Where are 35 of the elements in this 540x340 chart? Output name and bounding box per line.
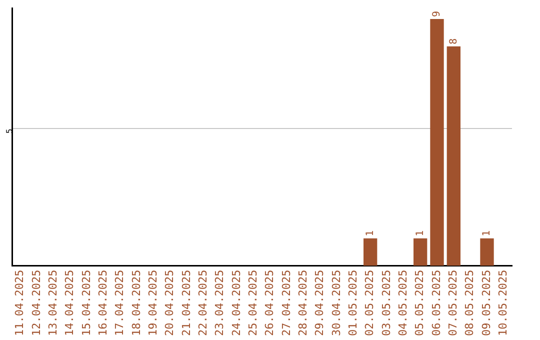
x-tick-label: 09.05.2025 (480, 270, 493, 336)
data-label: 1 (482, 230, 493, 236)
x-tick-label: 04.05.2025 (396, 270, 410, 336)
x-tick-label: 10.05.2025 (496, 270, 510, 336)
data-label: 9 (432, 10, 443, 17)
x-tick-label: 18.04.2025 (130, 270, 143, 336)
x-tick-label: 12.04.2025 (30, 270, 43, 336)
x-tick-label: 16.04.2025 (96, 270, 110, 336)
x-tick-label: 11.04.2025 (13, 270, 26, 336)
x-tick-label: 15.04.2025 (80, 270, 93, 336)
x-tick-label: 17.04.2025 (113, 270, 126, 336)
x-tick-label: 23.04.2025 (213, 270, 226, 336)
x-tick-label: 21.04.2025 (180, 270, 193, 336)
x-tick-label: 06.05.2025 (430, 270, 443, 336)
x-tick-label: 08.05.2025 (463, 270, 476, 336)
x-tick-label: 05.05.2025 (413, 270, 426, 336)
x-tick-label: 01.05.2025 (346, 270, 360, 336)
data-label: 1 (414, 230, 426, 236)
x-tick-label: 24.04.2025 (230, 270, 243, 336)
x-tick-label: 14.04.2025 (63, 270, 76, 336)
x-tick-label: 13.04.2025 (46, 270, 60, 336)
x-tick-label: 27.04.2025 (280, 270, 293, 336)
x-tick-label: 22.04.2025 (196, 270, 210, 336)
x-tick-label: 02.05.2025 (363, 270, 376, 336)
data-label: 1 (364, 230, 376, 236)
data-label: 8 (448, 38, 460, 44)
x-tick-label: 29.04.2025 (313, 270, 326, 336)
x-tick-label: 30.04.2025 (330, 270, 343, 336)
x-tick-label: 26.04.2025 (263, 270, 276, 336)
x-tick-label: 19.04.2025 (146, 270, 160, 336)
x-tick-label: 03.05.2025 (380, 270, 393, 336)
x-tick-label: 20.04.2025 (163, 270, 176, 336)
x-tick-label: 28.04.2025 (296, 270, 310, 336)
x-tick-label: 07.05.2025 (446, 270, 460, 336)
x-tick-label: 25.04.2025 (246, 270, 260, 336)
